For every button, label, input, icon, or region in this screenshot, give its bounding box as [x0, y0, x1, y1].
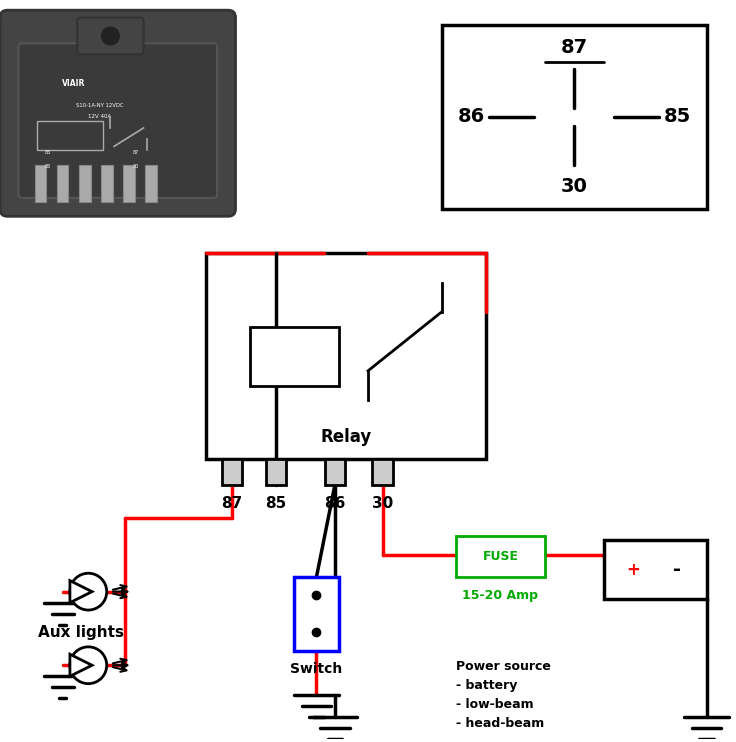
Text: Aux lights: Aux lights — [38, 625, 124, 640]
Bar — [35, 165, 46, 202]
Bar — [456, 536, 545, 577]
Text: 86: 86 — [457, 108, 485, 126]
FancyBboxPatch shape — [77, 18, 144, 54]
Text: Relay: Relay — [320, 428, 372, 446]
Circle shape — [102, 27, 119, 45]
Bar — [101, 165, 113, 202]
Text: 85: 85 — [663, 108, 691, 126]
Circle shape — [70, 574, 107, 610]
Bar — [222, 459, 242, 485]
Polygon shape — [70, 580, 92, 603]
Text: Switch: Switch — [291, 662, 342, 676]
Bar — [294, 577, 339, 651]
Text: Power source
- battery
- low-beam
- head-beam: Power source - battery - low-beam - head… — [456, 660, 551, 729]
Bar — [266, 459, 286, 485]
Text: 85: 85 — [266, 496, 286, 510]
Text: VIAIR: VIAIR — [62, 79, 85, 88]
Text: 87: 87 — [133, 150, 139, 155]
Bar — [79, 165, 91, 202]
Text: +: + — [626, 560, 640, 579]
Bar — [325, 459, 345, 485]
Text: 30: 30 — [561, 177, 587, 197]
Text: 30: 30 — [372, 496, 393, 510]
Circle shape — [70, 647, 107, 683]
Bar — [604, 540, 707, 599]
Text: FUSE: FUSE — [483, 550, 518, 563]
Bar — [57, 165, 68, 202]
FancyBboxPatch shape — [0, 10, 236, 216]
Text: 87: 87 — [561, 38, 587, 56]
Bar — [123, 165, 135, 202]
Bar — [442, 25, 707, 209]
Bar — [250, 326, 339, 386]
Bar — [206, 253, 486, 459]
Text: 30: 30 — [133, 165, 139, 169]
Text: 15-20 Amp: 15-20 Amp — [462, 589, 539, 602]
Text: 12V 40A: 12V 40A — [88, 114, 111, 119]
Bar — [37, 121, 103, 150]
Text: S10-1A-NY 12VDC: S10-1A-NY 12VDC — [76, 103, 123, 108]
Text: 85: 85 — [45, 150, 51, 155]
Text: 87: 87 — [222, 496, 242, 510]
Bar — [145, 165, 157, 202]
Text: 86: 86 — [324, 496, 346, 510]
Text: -: - — [673, 560, 681, 579]
Text: 86: 86 — [45, 165, 51, 169]
Polygon shape — [70, 654, 92, 676]
Bar — [372, 459, 393, 485]
FancyBboxPatch shape — [18, 43, 217, 198]
